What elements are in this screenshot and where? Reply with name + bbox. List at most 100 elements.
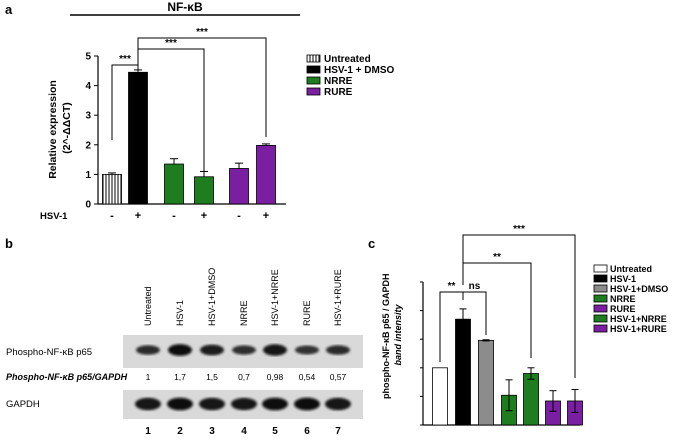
a-legend-label: Untreated xyxy=(324,54,371,65)
c-legend-swatch xyxy=(593,324,608,333)
lane-label: HSV-1 xyxy=(175,300,185,326)
gapdh-band xyxy=(231,397,257,411)
c-bar xyxy=(455,318,471,426)
a-sig-1-label: *** xyxy=(119,54,131,65)
gapdh-band xyxy=(294,397,320,411)
row-label-gapdh: GAPDH xyxy=(6,399,40,410)
lane-number: 2 xyxy=(177,426,183,437)
c-legend-swatch xyxy=(593,284,608,293)
p65-band xyxy=(295,345,319,355)
c-sig-4-label: *** xyxy=(513,224,525,235)
a-sig-1-bracket xyxy=(111,64,139,140)
ratio-value: 0,54 xyxy=(299,372,316,382)
a-bar xyxy=(102,173,122,205)
a-sig-2-label: *** xyxy=(165,38,177,49)
c-legend-label: HSV-1+DMSO xyxy=(610,284,668,294)
a-legend-swatch xyxy=(306,87,321,96)
a-legend-label: NRRE xyxy=(324,76,353,87)
ratio-values: 1 1,7 1,5 0,7 0,98 0,54 0,57 xyxy=(146,372,347,382)
gapdh-band xyxy=(135,397,161,411)
panel-c-ylabel: phospho-NF-κB p65 / GAPDH band intensity xyxy=(381,271,403,399)
c-legend-label: HSV-1 xyxy=(610,274,636,284)
gapdh-bands xyxy=(135,397,351,411)
panel-a-significance: *** *** *** xyxy=(111,27,267,175)
a-y-tick-label: 3 xyxy=(85,111,91,122)
lane-number: 1 xyxy=(145,426,151,437)
panel-b: b Untreated HSV-1 HSV-1+DMSO NRRE HSV-1+NRRE… xyxy=(5,236,363,437)
panel-c-legend: UntreatedHSV-1HSV-1+DMSONRRERUREHSV-1+NR… xyxy=(593,264,668,334)
a-y-tick-label: 2 xyxy=(85,140,91,151)
panel-b-letter: b xyxy=(5,236,13,251)
ratio-value: 0,7 xyxy=(238,372,250,382)
hsv-row-label: HSV-1 xyxy=(40,211,68,222)
p65-band xyxy=(136,345,160,355)
ratio-value: 0,57 xyxy=(330,372,347,382)
a-bar xyxy=(164,163,184,205)
panel-a-title: NF-κB xyxy=(167,0,203,14)
p65-band xyxy=(200,344,224,356)
a-legend-swatch xyxy=(306,76,321,85)
panel-a-ylabel-line1: Relative expression xyxy=(47,80,59,179)
c-sig-3-label: ** xyxy=(493,252,501,263)
p65-band xyxy=(263,344,287,356)
panel-a-ylabel-line2: (2^-ΔΔCT) xyxy=(61,102,73,154)
c-legend-swatch xyxy=(593,314,608,323)
panel-a: a NF-κB Relative expression (2^-ΔΔCT) 0 1… xyxy=(5,0,395,222)
a-y-tick-label: 0 xyxy=(85,200,91,211)
c-legend-swatch xyxy=(593,274,608,283)
c-legend-label: HSV-1+NRRE xyxy=(610,314,667,324)
a-bar xyxy=(128,71,148,205)
panel-c: c phospho-NF-κB p65 / GAPDH band intensi… xyxy=(368,224,668,426)
a-sig-3-bracket xyxy=(137,37,267,137)
c-legend-swatch xyxy=(593,264,608,273)
panel-a-ylabel: Relative expression (2^-ΔΔCT) xyxy=(47,77,73,179)
hsv-sign: + xyxy=(263,210,269,222)
lane-numbers: 1 2 3 4 5 6 7 xyxy=(145,426,341,437)
row-label-phospho: Phospho-NF-κB p65 xyxy=(6,347,92,358)
panel-a-letter: a xyxy=(5,2,13,17)
p65-bands xyxy=(136,344,350,356)
c-bar xyxy=(523,373,539,426)
hsv-sign: - xyxy=(237,210,241,222)
c-legend-label: Untreated xyxy=(610,264,652,274)
a-bar xyxy=(256,144,276,205)
c-legend-swatch xyxy=(593,294,608,303)
hsv-sign: + xyxy=(201,210,207,222)
lane-number: 3 xyxy=(209,426,215,437)
a-y-tick-label: 4 xyxy=(85,81,91,92)
a-legend-swatch xyxy=(306,65,321,74)
a-y-tick-label: 5 xyxy=(85,52,91,63)
lane-label: RURE xyxy=(302,300,312,326)
c-sig-1-label: ** xyxy=(448,281,456,292)
a-legend-label: RURE xyxy=(324,87,353,98)
a-legend-swatch xyxy=(306,54,321,63)
lane-label: HSV-1+RURE xyxy=(333,269,343,326)
gapdh-band xyxy=(199,397,225,411)
a-bar xyxy=(194,176,214,205)
c-sig-2-bracket xyxy=(462,291,487,335)
c-legend-label: HSV-1+RURE xyxy=(610,324,667,334)
panel-c-letter: c xyxy=(368,236,375,251)
lane-labels: Untreated HSV-1 HSV-1+DMSO NRRE HSV-1+NRRE RU… xyxy=(143,268,343,326)
panel-a-bars xyxy=(102,69,276,205)
c-bar xyxy=(478,339,494,426)
hsv-sign: - xyxy=(172,210,176,222)
gapdh-band xyxy=(325,397,351,411)
c-sig-2-label: ns xyxy=(469,281,481,292)
lane-number: 7 xyxy=(335,426,341,437)
lane-label: HSV-1+NRRE xyxy=(270,269,280,326)
c-legend-swatch xyxy=(593,304,608,313)
lane-number: 4 xyxy=(241,426,247,437)
lane-label: Untreated xyxy=(143,286,153,326)
panel-c-ylabel-line2: band intensity xyxy=(393,304,403,366)
p65-band xyxy=(168,344,192,356)
p65-band xyxy=(326,345,350,355)
c-bar xyxy=(432,367,448,426)
panel-c-bars xyxy=(432,308,583,426)
c-sig-4-bracket xyxy=(462,234,576,378)
a-legend-label: HSV-1 + DMSO xyxy=(324,65,395,76)
c-sig-3-bracket xyxy=(462,262,532,358)
gapdh-band xyxy=(167,397,193,411)
p65-band xyxy=(232,345,256,355)
